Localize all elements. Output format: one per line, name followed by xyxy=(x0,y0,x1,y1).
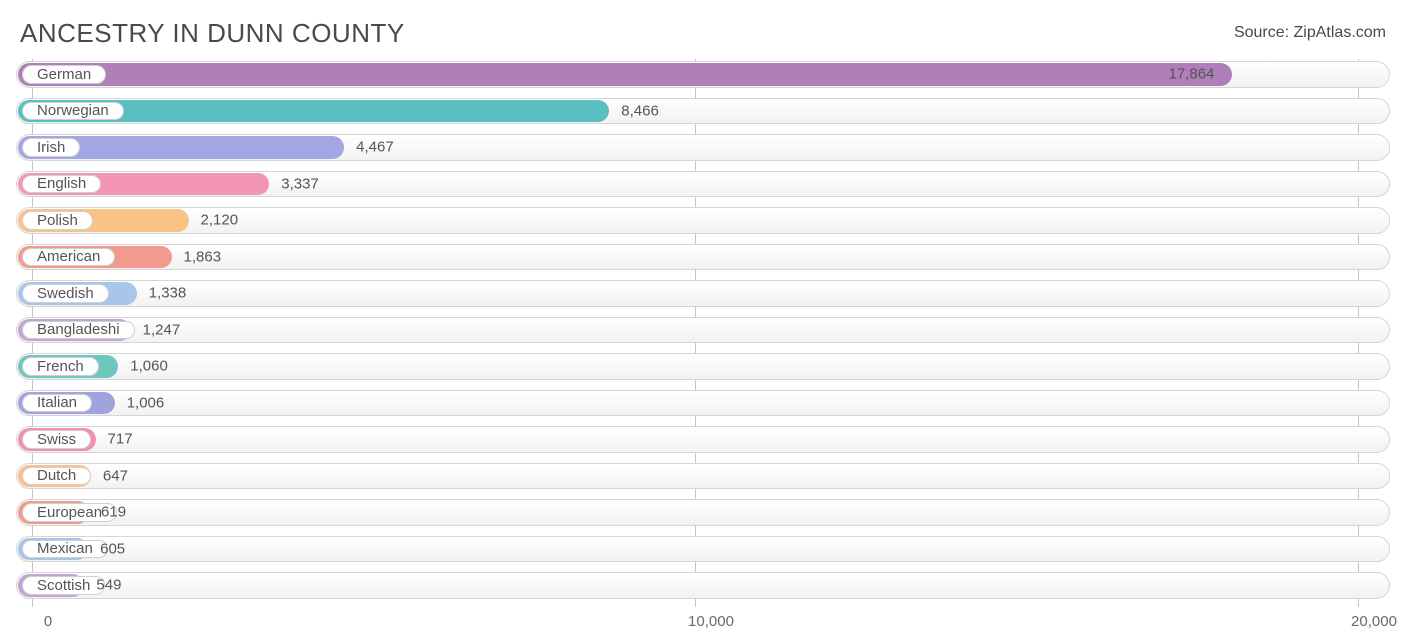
bar-track xyxy=(16,536,1390,563)
bar-track xyxy=(16,499,1390,526)
value-label: 549 xyxy=(96,577,121,594)
bar-track xyxy=(16,353,1390,380)
value-label: 3,337 xyxy=(281,175,319,192)
bar-track xyxy=(16,244,1390,271)
bar-row: Mexican605 xyxy=(16,534,1390,565)
category-pill: Irish xyxy=(22,138,80,157)
value-label: 619 xyxy=(101,504,126,521)
bar-row: European619 xyxy=(16,497,1390,528)
bar-row: American 1,863 xyxy=(16,242,1390,273)
category-pill: Italian xyxy=(22,394,92,413)
x-tick-label: 0 xyxy=(44,613,52,630)
x-axis: 010,00020,000 xyxy=(16,607,1390,637)
chart-source: Source: ZipAtlas.com xyxy=(1234,24,1386,42)
bar-track xyxy=(16,280,1390,307)
category-pill: German xyxy=(22,65,106,84)
category-pill: Dutch xyxy=(22,467,91,486)
bar-row: Scottish549 xyxy=(16,570,1390,601)
bar-row: English 3,337 xyxy=(16,169,1390,200)
value-label: 2,120 xyxy=(201,212,239,229)
bar-track xyxy=(16,572,1390,599)
bar-track xyxy=(16,317,1390,344)
bar-row: Norwegian 8,466 xyxy=(16,96,1390,127)
bar-row: Swiss 717 xyxy=(16,424,1390,455)
value-label: 1,060 xyxy=(130,358,168,375)
bar-row: Bangladeshi 1,247 xyxy=(16,315,1390,346)
bar-track xyxy=(16,426,1390,453)
category-pill: Polish xyxy=(22,211,93,230)
value-label: 1,863 xyxy=(184,248,222,265)
bar-row: Swedish 1,338 xyxy=(16,278,1390,309)
value-label: 4,467 xyxy=(356,139,394,156)
bar-track xyxy=(16,463,1390,490)
bar-row: Polish 2,120 xyxy=(16,205,1390,236)
chart-area: German 17,864 Norwegian 8,466 Irish 4,467 Engl… xyxy=(0,59,1406,637)
value-label: 17,864 xyxy=(1169,66,1215,83)
category-pill: Swiss xyxy=(22,430,91,449)
value-label: 605 xyxy=(100,540,125,557)
data-bar xyxy=(18,63,1232,86)
category-pill: Scottish xyxy=(22,576,105,595)
category-pill: French xyxy=(22,357,99,376)
chart-header: ANCESTRY IN DUNN COUNTY Source: ZipAtlas… xyxy=(0,0,1406,59)
category-pill: Mexican xyxy=(22,540,108,559)
category-pill: Norwegian xyxy=(22,102,124,121)
bar-track xyxy=(16,390,1390,417)
x-tick-label: 20,000 xyxy=(1351,613,1397,630)
bar-row: French 1,060 xyxy=(16,351,1390,382)
value-label: 1,247 xyxy=(143,321,181,338)
x-tick-label: 10,000 xyxy=(688,613,734,630)
bar-row: Irish 4,467 xyxy=(16,132,1390,163)
value-label: 1,006 xyxy=(127,394,165,411)
bar-row: German 17,864 xyxy=(16,59,1390,90)
bar-row: Italian 1,006 xyxy=(16,388,1390,419)
category-pill: American xyxy=(22,248,115,267)
category-pill: Bangladeshi xyxy=(22,321,135,340)
value-label: 8,466 xyxy=(621,102,659,119)
value-label: 717 xyxy=(108,431,133,448)
value-label: 1,338 xyxy=(149,285,187,302)
chart-title: ANCESTRY IN DUNN COUNTY xyxy=(20,18,405,49)
category-pill: English xyxy=(22,175,101,194)
value-label: 647 xyxy=(103,467,128,484)
category-pill: Swedish xyxy=(22,284,109,303)
bar-row: Dutch 647 xyxy=(16,461,1390,492)
